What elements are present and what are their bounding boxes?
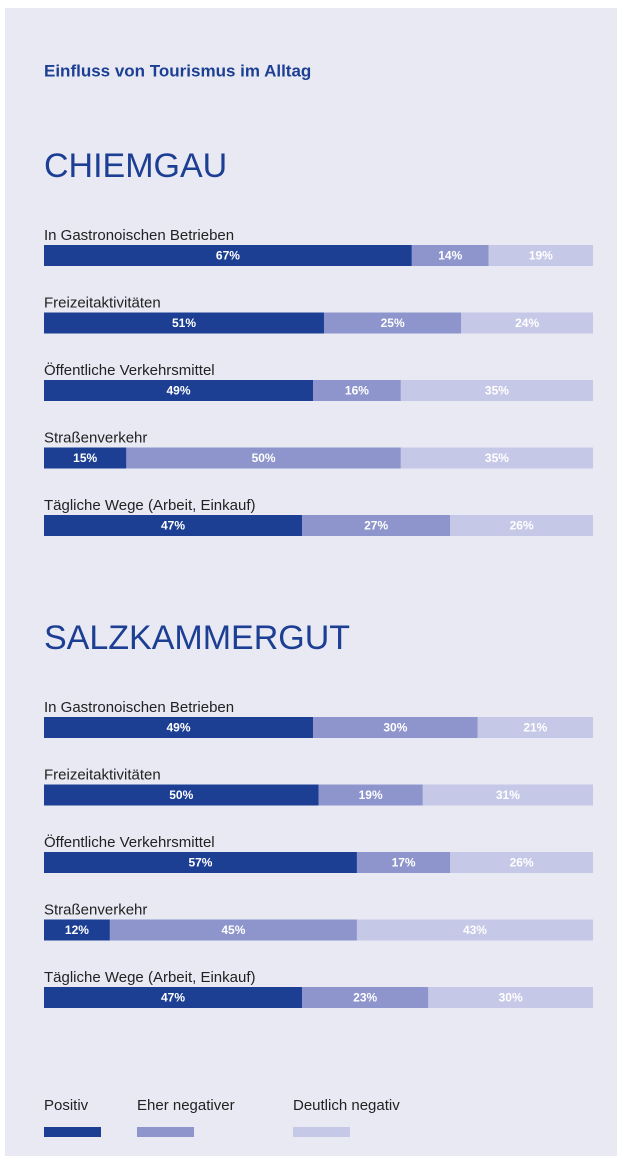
value-label: 17% [392, 856, 416, 870]
bar-segment [450, 852, 593, 873]
value-label: 25% [381, 316, 405, 330]
value-label: 26% [510, 856, 534, 870]
value-label: 23% [353, 991, 377, 1005]
value-label: 35% [485, 384, 509, 398]
value-label: 31% [496, 788, 520, 802]
legend-swatch [44, 1127, 101, 1137]
value-label: 49% [166, 384, 190, 398]
value-label: 27% [364, 519, 388, 533]
legend-label: Positiv [44, 1097, 89, 1114]
bar-segment [323, 312, 462, 334]
value-label: 19% [529, 249, 553, 263]
value-label: 67% [216, 249, 240, 263]
value-label: 21% [523, 721, 547, 735]
bar-segment [44, 515, 303, 536]
value-label: 51% [172, 316, 196, 330]
bar-segment [44, 919, 110, 941]
category-label: Straßenverkehr [44, 429, 147, 446]
value-label: 30% [499, 991, 523, 1005]
value-label: 45% [221, 923, 245, 937]
bar-segment [44, 380, 314, 401]
category-label: In Gastronoischen Betrieben [44, 227, 234, 244]
panel [5, 8, 617, 1156]
bar-segment [411, 245, 489, 266]
value-label: 26% [510, 519, 534, 533]
bar-segment [356, 852, 451, 873]
bar-segment [109, 919, 357, 941]
bar-segment [313, 717, 478, 738]
value-label: 43% [463, 923, 487, 937]
legend-swatch [293, 1127, 350, 1137]
bar-segment [44, 312, 324, 334]
category-label: Freizeitaktivitäten [44, 766, 161, 783]
bar-segment [477, 717, 593, 738]
bar-segment [44, 852, 357, 873]
value-label: 49% [166, 721, 190, 735]
bar-segment [302, 987, 429, 1008]
bar-segment [428, 987, 593, 1008]
value-label: 19% [359, 788, 383, 802]
category-label: Tägliche Wege (Arbeit, Einkauf) [44, 497, 256, 514]
category-label: Öffentliche Verkehrsmittel [44, 361, 215, 379]
bar-segment [318, 784, 423, 806]
value-label: 15% [73, 451, 97, 465]
category-label: Öffentliche Verkehrsmittel [44, 833, 215, 851]
bar-segment [44, 987, 303, 1008]
value-label: 35% [485, 451, 509, 465]
legend-label: Eher negativer [137, 1097, 235, 1114]
value-label: 12% [65, 923, 89, 937]
bar-segment [356, 919, 593, 941]
bar-segment [422, 784, 593, 806]
bar-segment [44, 717, 314, 738]
value-label: 30% [383, 721, 407, 735]
bar-segment [400, 380, 593, 401]
bar-segment [44, 447, 127, 469]
category-label: In Gastronoischen Betrieben [44, 699, 234, 716]
value-label: 24% [515, 316, 539, 330]
value-label: 57% [188, 856, 212, 870]
category-label: Straßenverkehr [44, 901, 147, 918]
bar-segment [44, 245, 412, 266]
value-label: 16% [345, 384, 369, 398]
bar-segment [302, 515, 451, 536]
bar-segment [126, 447, 401, 469]
value-label: 47% [161, 519, 185, 533]
value-label: 50% [252, 451, 276, 465]
bar-segment [461, 312, 593, 334]
category-label: Tägliche Wege (Arbeit, Einkauf) [44, 969, 256, 986]
bar-segment [44, 784, 319, 806]
section-title: SALZKAMMERGUT [44, 619, 350, 657]
bar-segment [450, 515, 593, 536]
category-label: Freizeitaktivitäten [44, 294, 161, 311]
bar-segment [400, 447, 593, 469]
value-label: 14% [438, 249, 462, 263]
bar-segment [313, 380, 401, 401]
value-label: 50% [169, 788, 193, 802]
bar-segment [488, 245, 593, 266]
value-label: 47% [161, 991, 185, 1005]
legend-label: Deutlich negativ [293, 1097, 400, 1114]
page-title: Einfluss von Tourismus im Alltag [44, 61, 311, 80]
legend-swatch [137, 1127, 194, 1137]
section-title: CHIEMGAU [44, 147, 227, 185]
